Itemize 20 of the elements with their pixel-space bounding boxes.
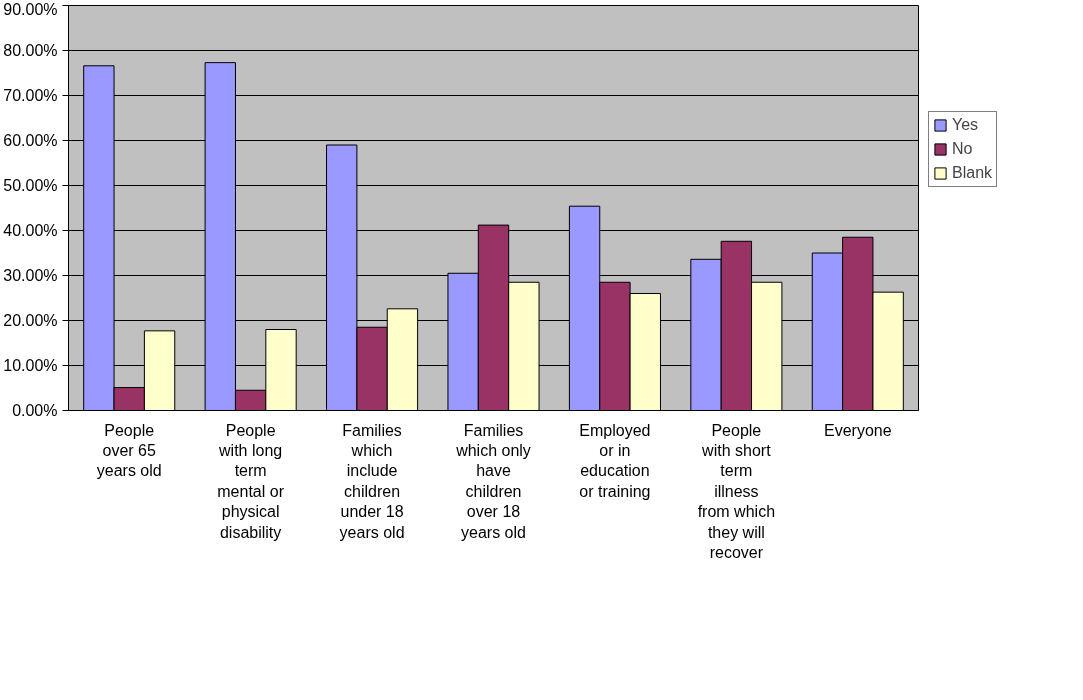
y-tick-label: 80.00% <box>3 42 58 59</box>
y-tick-label: 20.00% <box>3 312 58 329</box>
x-tick-label: Families which include children under 18 years old <box>339 421 405 541</box>
y-tick-label: 60.00% <box>3 132 58 149</box>
x-tick-label: People with short term illness from which they will recover <box>697 421 776 561</box>
legend-label: No <box>952 139 973 158</box>
y-tick-label: 10.00% <box>3 357 58 374</box>
y-tick-label: 90.00% <box>3 0 58 18</box>
y-tick-label: 0.00% <box>12 402 58 419</box>
x-tick-label: Families which only have children over 18 years old <box>455 421 531 541</box>
y-tick-label: 70.00% <box>3 87 58 104</box>
legend-label: Yes <box>952 115 979 134</box>
legend-label: Blank <box>952 163 993 182</box>
y-tick-label: 50.00% <box>3 177 58 194</box>
x-tick-label: Employed or in education or training <box>579 421 651 500</box>
y-tick-label: 30.00% <box>3 267 58 284</box>
x-tick-label: People over 65 years old <box>96 421 162 480</box>
y-tick-label: 40.00% <box>3 222 58 239</box>
x-tick-label: People with long term mental or physical disability <box>217 421 285 541</box>
x-tick-label: Everyone <box>823 421 892 439</box>
